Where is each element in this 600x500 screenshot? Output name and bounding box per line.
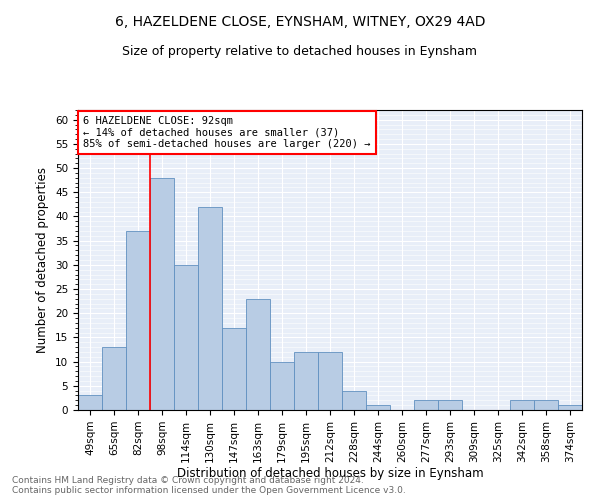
Bar bbox=[438, 400, 462, 410]
Bar bbox=[534, 400, 558, 410]
Bar bbox=[366, 405, 390, 410]
Text: 6 HAZELDENE CLOSE: 92sqm
← 14% of detached houses are smaller (37)
85% of semi-d: 6 HAZELDENE CLOSE: 92sqm ← 14% of detach… bbox=[83, 116, 371, 149]
Bar bbox=[270, 362, 294, 410]
X-axis label: Distribution of detached houses by size in Eynsham: Distribution of detached houses by size … bbox=[176, 468, 484, 480]
Text: Size of property relative to detached houses in Eynsham: Size of property relative to detached ho… bbox=[122, 45, 478, 58]
Bar bbox=[342, 390, 366, 410]
Bar bbox=[294, 352, 318, 410]
Bar bbox=[222, 328, 246, 410]
Text: Contains HM Land Registry data © Crown copyright and database right 2024.
Contai: Contains HM Land Registry data © Crown c… bbox=[12, 476, 406, 495]
Y-axis label: Number of detached properties: Number of detached properties bbox=[37, 167, 49, 353]
Bar bbox=[510, 400, 534, 410]
Bar bbox=[102, 347, 126, 410]
Text: 6, HAZELDENE CLOSE, EYNSHAM, WITNEY, OX29 4AD: 6, HAZELDENE CLOSE, EYNSHAM, WITNEY, OX2… bbox=[115, 15, 485, 29]
Bar bbox=[318, 352, 342, 410]
Bar bbox=[558, 405, 582, 410]
Bar bbox=[174, 265, 198, 410]
Bar bbox=[246, 298, 270, 410]
Bar bbox=[126, 231, 150, 410]
Bar bbox=[78, 396, 102, 410]
Bar bbox=[414, 400, 438, 410]
Bar bbox=[198, 207, 222, 410]
Bar bbox=[150, 178, 174, 410]
